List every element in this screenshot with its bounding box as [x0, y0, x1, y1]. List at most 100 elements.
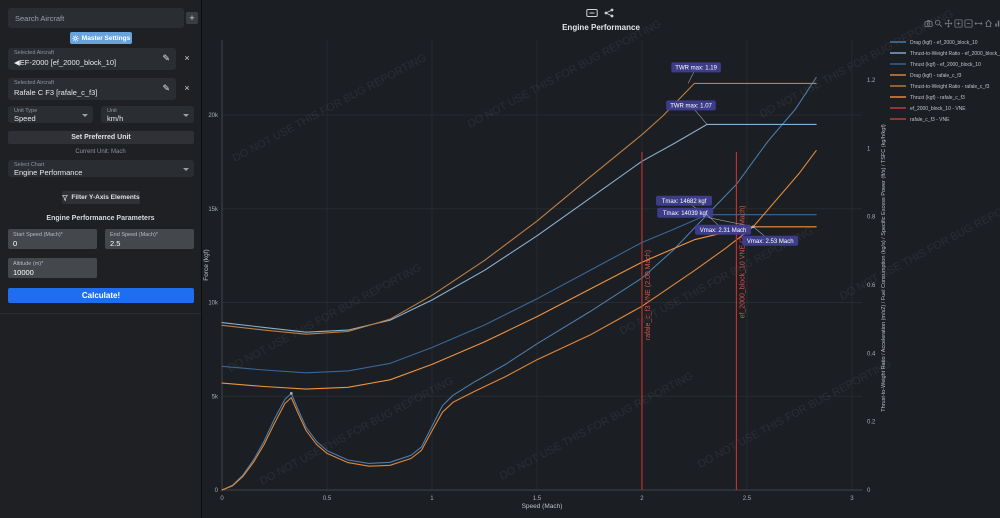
legend-item[interactable]: Thrust (kgf) - ef_2000_block_10 — [890, 62, 981, 68]
screenshot-icon[interactable] — [586, 8, 598, 18]
remove-aircraft-button-2[interactable]: × — [184, 83, 190, 93]
svg-text:0.4: 0.4 — [867, 351, 876, 357]
series-1 — [221, 123, 817, 333]
set-preferred-unit-button[interactable]: Set Preferred Unit — [8, 131, 194, 144]
selected-aircraft-value: Rafale C F3 [rafale_c_f3] — [14, 88, 98, 97]
filter-y-axis-button[interactable]: Filter Y-Axis Elements — [62, 191, 140, 204]
y-right-axis-title: Thrust-to-Weight Ratio / Acceleration (m… — [881, 124, 887, 412]
end-speed-value: 2.5 — [110, 239, 121, 248]
unit-type-value: Speed — [14, 114, 36, 123]
edit-aircraft-icon[interactable]: ✎ — [162, 53, 170, 63]
search-input[interactable] — [8, 8, 184, 28]
axis-lines — [221, 40, 862, 491]
svg-text:10k: 10k — [208, 301, 219, 307]
edit-aircraft-icon[interactable]: ✎ — [162, 83, 170, 93]
home-icon[interactable] — [984, 15, 993, 28]
svg-text:3: 3 — [850, 496, 854, 502]
selected-aircraft-value: ◀EF-2000 [ef_2000_block_10] — [14, 58, 117, 67]
plot-modebar — [924, 15, 1000, 28]
select-chart-dropdown[interactable]: Select Chart Engine Performance — [8, 160, 194, 177]
filter-y-axis-label: Filter Y-Axis Elements — [71, 194, 140, 201]
unit-type-label: Unit Type — [14, 107, 38, 114]
zoom-icon[interactable] — [934, 15, 943, 28]
params-title: Engine Performance Parameters — [46, 215, 155, 222]
svg-text:ef_2000_block_10 - VNE: ef_2000_block_10 - VNE — [910, 106, 966, 112]
unit-select[interactable]: Unit km/h — [101, 106, 194, 123]
chart-legend: Drag (kgf) - ef_2000_block_10 Thrust-to-… — [890, 40, 1000, 123]
svg-text:DO NOT USE THIS FOR BUG REPORT: DO NOT USE THIS FOR BUG REPORTING — [466, 18, 664, 131]
start-speed-label: Start Speed (Mach)* — [13, 231, 63, 238]
svg-text:Tmax: 14682 kgf: Tmax: 14682 kgf — [662, 199, 707, 205]
start-speed-field[interactable]: Start Speed (Mach)* 0 — [8, 229, 97, 249]
svg-text:1.2: 1.2 — [867, 78, 876, 84]
svg-text:1: 1 — [430, 496, 434, 502]
engine-performance-chart: DO NOT USE THIS FOR BUG REPORTING DO NOT … — [203, 8, 1000, 510]
start-speed-value: 0 — [13, 239, 18, 248]
svg-text:TWR max: 1.19: TWR max: 1.19 — [675, 66, 717, 72]
legend-item[interactable]: rafale_c_f3 - VNE — [890, 117, 950, 123]
svg-text:DO NOT USE THIS FOR BUG REPORT: DO NOT USE THIS FOR BUG REPORTING — [231, 52, 429, 165]
vne-line-1: ef_2000_block_10 VNE (2.45 Mach) — [735, 152, 746, 490]
chevron-down-icon — [183, 167, 189, 171]
master-settings-label: Master Settings — [81, 34, 131, 42]
end-speed-field[interactable]: End Speed (Mach)* 2.5 — [105, 229, 194, 249]
select-chart-label: Select Chart — [14, 161, 45, 168]
svg-text:Thrust-to-Weight Ratio - rafal: Thrust-to-Weight Ratio - rafale_c_f3 — [910, 84, 990, 90]
plotly-logo-icon[interactable] — [994, 15, 1000, 27]
legend-item[interactable]: Drag (kgf) - rafale_c_f3 — [890, 73, 962, 79]
svg-text:rafale_c_f3 - VNE: rafale_c_f3 - VNE — [910, 117, 950, 123]
pan-icon[interactable] — [944, 15, 953, 28]
svg-text:2: 2 — [640, 496, 644, 502]
svg-text:1.5: 1.5 — [533, 496, 542, 502]
calculate-button[interactable]: Calculate! — [8, 288, 194, 303]
svg-text:Drag (kgf) - ef_2000_block_10: Drag (kgf) - ef_2000_block_10 — [910, 40, 978, 46]
legend-item[interactable]: Drag (kgf) - ef_2000_block_10 — [890, 40, 978, 46]
svg-text:0.2: 0.2 — [867, 420, 876, 426]
y-right-tick-labels: 0 0.2 0.4 0.6 0.8 1 1.2 — [867, 78, 876, 494]
end-speed-label: End Speed (Mach)* — [110, 231, 158, 238]
svg-text:20k: 20k — [208, 113, 219, 119]
remove-aircraft-button-1[interactable]: × — [184, 53, 190, 63]
x-tick-labels: 0 0.5 1 1.5 2 2.5 3 — [220, 496, 854, 502]
unit-type-select[interactable]: Unit Type Speed — [8, 106, 93, 123]
zoom-out-icon[interactable] — [964, 15, 973, 28]
svg-text:Thrust (kgf) - rafale_c_f3: Thrust (kgf) - rafale_c_f3 — [910, 95, 965, 101]
altitude-field[interactable]: Altitude (m)* 10000 — [8, 258, 97, 278]
series-4 — [221, 82, 817, 335]
svg-text:15k: 15k — [208, 207, 219, 213]
unit-label: Unit — [107, 107, 117, 114]
legend-item[interactable]: Thrust-to-Weight Ratio - rafale_c_f3 — [890, 84, 990, 90]
share-icon[interactable] — [604, 8, 614, 18]
selected-aircraft-field-2[interactable]: Selected Aircraft Rafale C F3 [rafale_c_… — [8, 78, 176, 100]
altitude-value: 10000 — [13, 268, 34, 277]
series-0 — [221, 76, 817, 491]
add-aircraft-button[interactable]: + — [186, 12, 198, 24]
master-settings-button[interactable]: Master Settings — [70, 32, 132, 44]
series-2 — [221, 214, 817, 374]
svg-text:2.5: 2.5 — [743, 496, 752, 502]
svg-text:0: 0 — [220, 496, 224, 502]
legend-item[interactable]: Thrust-to-Weight Ratio - ef_2000_block_1… — [890, 51, 1000, 57]
svg-text:Thrust-to-Weight Ratio - ef_20: Thrust-to-Weight Ratio - ef_2000_block_1… — [910, 51, 1000, 57]
zoom-in-icon[interactable] — [954, 15, 963, 28]
svg-text:TWR max: 1.07: TWR max: 1.07 — [670, 104, 712, 110]
chart-header-icons — [586, 8, 614, 18]
svg-text:ef_2000_block_10 VNE (2.45 Mac: ef_2000_block_10 VNE (2.45 Mach) — [739, 206, 746, 319]
svg-text:0: 0 — [215, 488, 219, 494]
legend-item[interactable]: Thrust (kgf) - rafale_c_f3 — [890, 95, 965, 101]
sidebar-divider — [201, 0, 202, 518]
legend-item[interactable]: ef_2000_block_10 - VNE — [890, 106, 966, 112]
camera-icon[interactable] — [924, 15, 933, 28]
select-chart-value: Engine Performance — [14, 168, 83, 177]
autoscale-icon[interactable] — [974, 15, 983, 26]
svg-text:0.5: 0.5 — [323, 496, 332, 502]
svg-text:Thrust (kgf) - ef_2000_block_1: Thrust (kgf) - ef_2000_block_10 — [910, 62, 981, 68]
y-left-tick-labels: 0 5k 10k 15k 20k — [208, 113, 219, 494]
chevron-down-icon — [183, 113, 189, 117]
svg-text:Tmax: 14039 kgf: Tmax: 14039 kgf — [663, 211, 708, 217]
y-left-axis-title: Force (kgf) — [203, 249, 210, 280]
gear-icon — [72, 34, 79, 42]
selected-aircraft-field-1[interactable]: Selected Aircraft ◀EF-2000 [ef_2000_bloc… — [8, 48, 176, 70]
svg-text:rafale_c_f3 VNE (2.00 Mach): rafale_c_f3 VNE (2.00 Mach) — [645, 250, 652, 340]
